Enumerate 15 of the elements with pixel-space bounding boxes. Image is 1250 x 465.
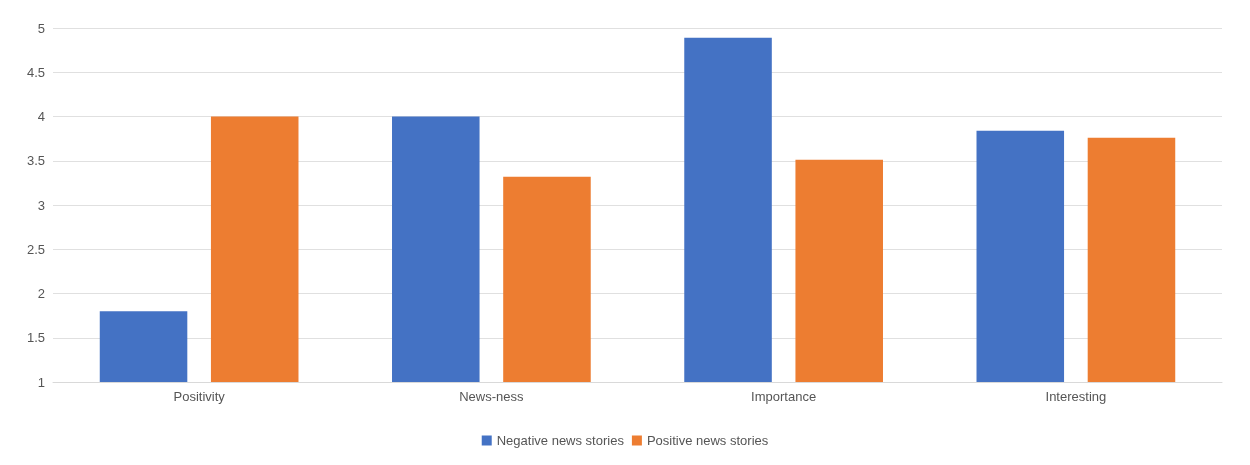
x-tick-label: Positivity xyxy=(173,389,226,404)
legend-label: Negative news stories xyxy=(496,433,625,448)
y-tick-label: 4.5 xyxy=(26,64,45,80)
y-tick-label: 2 xyxy=(37,286,45,301)
y-tick-label: 1.5 xyxy=(26,330,45,346)
y-tick-label: 5 xyxy=(37,20,45,36)
y-tick-label: 3 xyxy=(37,197,45,213)
x-tick-label: Interesting xyxy=(1045,389,1107,404)
y-tick-label: 3.5 xyxy=(26,153,45,169)
y-tick-label: 2.5 xyxy=(26,241,45,257)
x-tick-label: Importance xyxy=(751,389,817,404)
y-tick-label: 1 xyxy=(37,374,45,390)
x-tick-label: News-ness xyxy=(459,389,525,404)
legend-label: Positive news stories xyxy=(646,433,769,448)
y-tick-label: 4 xyxy=(37,109,45,124)
